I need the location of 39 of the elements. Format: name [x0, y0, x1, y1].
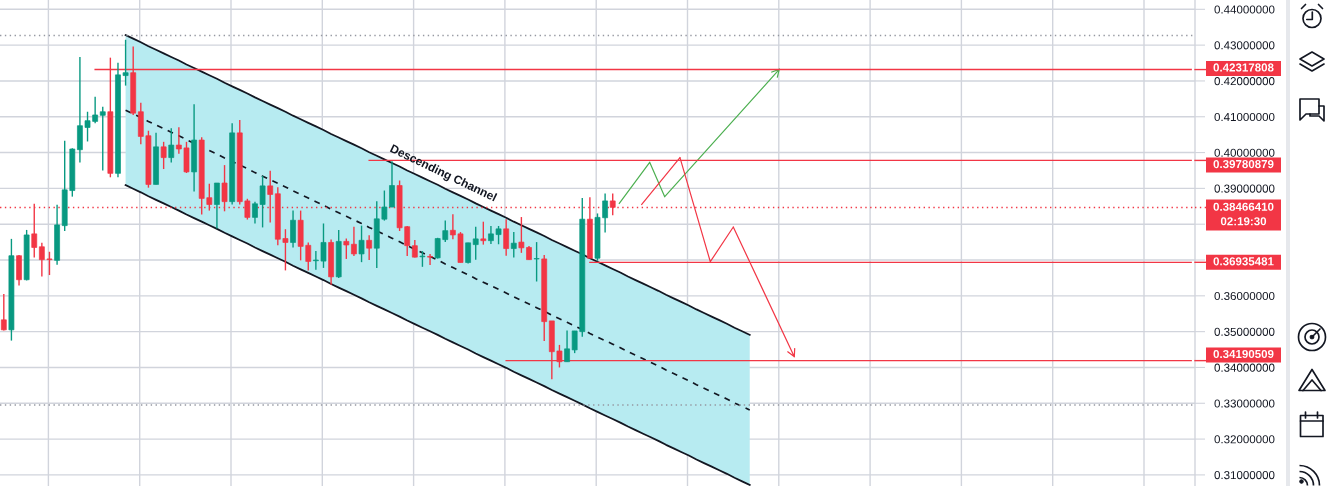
candlestick [99, 106, 106, 172]
candlestick [533, 241, 540, 283]
candlestick [472, 226, 479, 261]
candlestick [160, 141, 167, 170]
y-tick-label: 0.33000000 [1214, 399, 1275, 408]
y-tick-label: 0.42000000 [1214, 77, 1275, 86]
candlestick [465, 242, 471, 265]
y-tick-label: 0.31000000 [1214, 471, 1275, 480]
legend-label: 0.42317808 [1213, 63, 1274, 72]
candlestick [214, 182, 220, 230]
line-series [124, 34, 751, 336]
y-tick-label: 0.41000000 [1214, 112, 1275, 122]
legend-label: 0.36935481 [1213, 257, 1274, 266]
candlestick [31, 203, 38, 259]
y-tick-label: 0.35000000 [1214, 327, 1275, 336]
candlestick [168, 127, 175, 164]
y-tick-label: 0.39000000 [1214, 184, 1275, 193]
candlestick [358, 224, 365, 263]
candlestick [16, 254, 22, 287]
y-tick-label: 0.40000000 [1214, 148, 1275, 157]
y-tick-label: 0.43000000 [1214, 41, 1275, 50]
candlestick [503, 218, 510, 257]
candlestick [366, 234, 373, 261]
candlestick [290, 209, 296, 249]
y-tick-label: 0.44000000 [1214, 5, 1275, 14]
candlestick [0, 293, 7, 332]
legend-label: 0.39780879 [1213, 160, 1274, 169]
candlestick [427, 253, 433, 266]
y-tick-label: 0.34000000 [1214, 363, 1275, 372]
y-tick-label: 0.36000000 [1214, 291, 1275, 301]
candlestick [343, 237, 350, 260]
ref-line-label: 0.38466410 02:19:30 [1213, 202, 1274, 226]
candlestick [480, 220, 487, 246]
y-tick-label: 0.32000000 [1214, 435, 1275, 444]
legend-label: 0.34190509 [1213, 349, 1274, 359]
candlestick [510, 231, 517, 259]
candlestick [221, 164, 228, 212]
candlestick [564, 329, 570, 363]
candlestick [351, 226, 357, 257]
